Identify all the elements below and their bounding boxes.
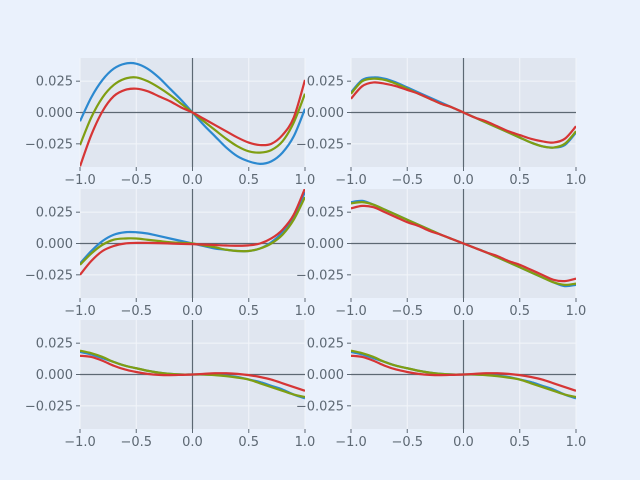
x-tick-label: −0.5 — [391, 304, 423, 319]
x-tick-label: −0.5 — [391, 435, 423, 450]
subplot-row1-col2: −1.0 −0.5 0.0 0.5 1.0 0.025 0.000 −0.025 — [296, 58, 586, 188]
x-tick-label: −1.0 — [64, 304, 96, 319]
subplot-row2-col2: −1.0 −0.5 0.0 0.5 1.0 0.025 0.000 −0.025 — [296, 189, 586, 319]
y-tick-label: 0.025 — [36, 206, 73, 221]
x-tick-label: 0.5 — [238, 304, 259, 319]
x-tick-label: 1.0 — [295, 435, 316, 450]
series-line-3 — [351, 204, 576, 283]
x-tick-label: 0.0 — [453, 435, 474, 450]
y-tick-label: 0.000 — [36, 237, 73, 252]
y-tick-label: 0.000 — [307, 237, 344, 252]
subplot-row1-col1: −1.0 −0.5 0.0 0.5 1.0 0.025 0.000 −0.025 — [25, 58, 315, 188]
x-tick-label: −1.0 — [64, 173, 96, 188]
x-tick-label: −1.0 — [335, 435, 367, 450]
x-tick-label: 1.0 — [295, 173, 316, 188]
y-tick-label: 0.025 — [36, 75, 73, 90]
y-tick-label: 0.025 — [307, 75, 344, 90]
x-tick-label: 0.5 — [238, 173, 259, 188]
subplot-row2-col1: −1.0 −0.5 0.0 0.5 1.0 0.025 0.000 −0.025 — [25, 189, 316, 319]
x-tick-label: 0.0 — [453, 173, 474, 188]
series-line-3 — [351, 81, 576, 144]
y-tick-label: 0.025 — [307, 337, 344, 352]
x-tick-label: −1.0 — [335, 304, 367, 319]
series-line-3 — [80, 189, 305, 276]
y-tick-label: 0.000 — [307, 368, 344, 383]
x-tick-label: 1.0 — [295, 304, 316, 319]
x-tick-label: −1.0 — [64, 435, 96, 450]
series-line-3 — [80, 79, 305, 167]
y-tick-label: 0.000 — [36, 368, 73, 383]
x-tick-label: 0.0 — [182, 173, 203, 188]
x-tick-label: 1.0 — [566, 304, 587, 319]
y-tick-label: 0.025 — [36, 337, 73, 352]
y-tick-label: −0.025 — [296, 137, 344, 152]
x-tick-label: 0.0 — [182, 435, 203, 450]
series-line-3 — [351, 354, 576, 392]
subplot-row3-col1: −1.0 −0.5 0.0 0.5 1.0 0.025 0.000 −0.025 — [25, 320, 315, 450]
x-tick-label: 0.5 — [509, 173, 530, 188]
x-tick-label: −1.0 — [335, 173, 367, 188]
x-tick-label: 1.0 — [566, 435, 587, 450]
x-tick-label: −0.5 — [391, 173, 423, 188]
y-tick-label: −0.025 — [25, 268, 73, 283]
x-tick-label: 0.5 — [509, 435, 530, 450]
x-tick-label: 0.5 — [238, 435, 259, 450]
y-tick-label: −0.025 — [296, 399, 344, 414]
y-tick-label: −0.025 — [25, 137, 73, 152]
subplot-row3-col2: −1.0 −0.5 0.0 0.5 1.0 0.025 0.000 −0.025 — [296, 320, 586, 450]
y-tick-label: −0.025 — [25, 399, 73, 414]
x-tick-label: 0.0 — [182, 304, 203, 319]
x-tick-label: −0.5 — [120, 304, 152, 319]
x-tick-label: 1.0 — [566, 173, 587, 188]
x-tick-label: 0.0 — [453, 304, 474, 319]
series-line-3 — [80, 354, 305, 392]
y-tick-label: 0.000 — [307, 106, 344, 121]
y-tick-label: 0.000 — [36, 106, 73, 121]
x-tick-label: 0.5 — [509, 304, 530, 319]
x-tick-label: −0.5 — [120, 173, 152, 188]
y-tick-label: 0.025 — [307, 206, 344, 221]
y-tick-label: −0.025 — [296, 268, 344, 283]
x-tick-label: −0.5 — [120, 435, 152, 450]
